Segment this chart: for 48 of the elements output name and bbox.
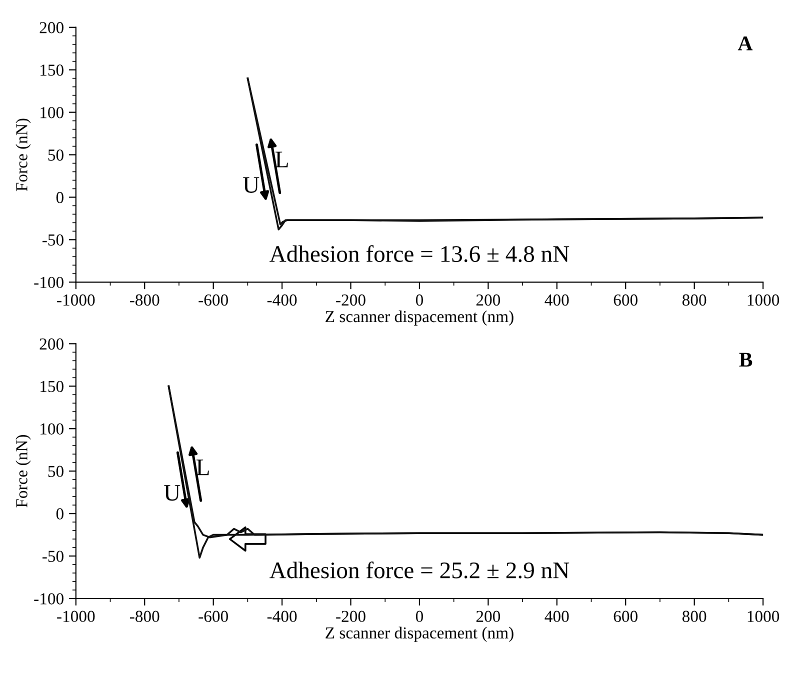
y-tick-label: 0	[56, 192, 64, 204]
chart-title: B	[739, 352, 752, 367]
chart-title: A	[738, 36, 753, 50]
x-tick-label: -1000	[57, 294, 95, 306]
x-tick-label: 800	[682, 610, 706, 622]
y-tick-label: 200	[40, 338, 64, 350]
annotation: Adhesion force = 13.6 ± 4.8 nN	[270, 245, 570, 262]
annotation: L	[276, 152, 288, 168]
annotation: L	[196, 460, 209, 476]
x-tick-label: -400	[267, 610, 297, 622]
y-tick-label: -50	[42, 234, 64, 246]
x-tick-label: 400	[544, 294, 569, 306]
x-axis-title: Z scanner dispacement (nm)	[326, 626, 514, 642]
y-tick-label: 100	[40, 106, 64, 118]
y-tick-label: 0	[56, 508, 64, 520]
y-axis-title: Force (nN)	[16, 118, 31, 192]
x-tick-label: -600	[198, 294, 228, 306]
y-tick-label: -50	[42, 550, 64, 562]
x-tick-label: 200	[476, 294, 500, 306]
x-tick-label: 1000	[748, 610, 780, 622]
x-tick-label: -600	[198, 610, 228, 622]
x-tick-label: 1000	[748, 294, 780, 306]
x-tick-label: -1000	[57, 610, 95, 622]
x-axis-title: Z scanner dispacement (nm)	[326, 310, 514, 326]
annotation: U	[243, 177, 260, 193]
x-tick-label: 600	[614, 610, 638, 622]
x-tick-label: 0	[416, 610, 424, 622]
annotation: Adhesion force = 25.2 ± 2.9 nN	[270, 561, 570, 578]
y-tick-label: 50	[48, 149, 64, 161]
x-tick-label: -200	[336, 610, 366, 622]
y-tick-label: 150	[40, 380, 64, 392]
x-tick-label: 400	[544, 610, 569, 622]
x-tick-label: -800	[130, 610, 160, 622]
y-tick-label: 50	[48, 466, 64, 478]
y-tick-label: 100	[40, 423, 64, 435]
x-tick-label: 200	[476, 610, 500, 622]
y-tick-label: -100	[34, 593, 64, 604]
y-axis-title: Force (nN)	[16, 435, 31, 508]
x-tick-label: -200	[336, 294, 366, 306]
x-tick-label: 800	[682, 294, 706, 306]
x-tick-label: -400	[267, 294, 297, 306]
x-tick-label: 0	[416, 294, 424, 306]
x-tick-label: -800	[130, 294, 160, 306]
y-tick-label: 200	[40, 22, 64, 34]
y-tick-label: 150	[40, 64, 64, 76]
x-tick-label: 600	[614, 294, 638, 306]
y-tick-label: -100	[34, 276, 64, 288]
annotation: U	[164, 485, 180, 501]
